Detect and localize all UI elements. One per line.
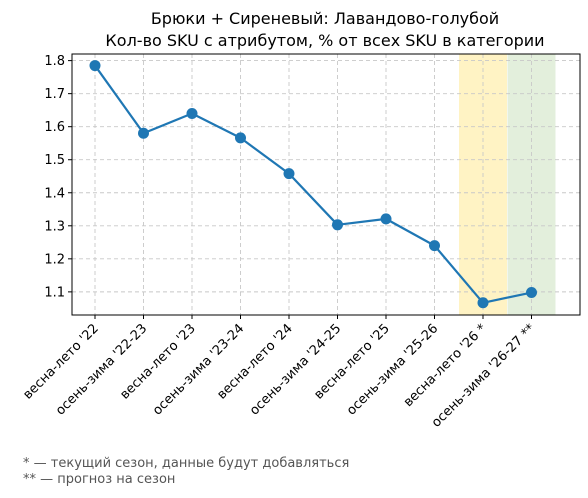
- y-tick-label: 1.5: [44, 153, 65, 168]
- y-tick-label: 1.6: [44, 120, 65, 135]
- y-tick-label: 1.8: [44, 54, 65, 69]
- x-tick-label: осень-зима '22-23: [53, 321, 150, 418]
- y-tick-label: 1.3: [44, 219, 65, 234]
- footnote-forecast: ** — прогноз на сезон: [23, 472, 176, 487]
- footnote-current-season: * — текущий сезон, данные будут добавлят…: [23, 456, 350, 471]
- x-tick-label: осень-зима '23-24: [150, 321, 247, 418]
- x-tick-label: осень-зима '25-26: [344, 321, 441, 418]
- data-point: [332, 219, 343, 231]
- data-point: [429, 240, 440, 252]
- data-point: [283, 168, 295, 180]
- y-tick-label: 1.7: [44, 87, 65, 102]
- chart-subtitle: Кол-во SKU с атрибутом, % от всех SKU в …: [105, 31, 544, 50]
- x-tick-label: весна-лето '26 *: [401, 321, 490, 410]
- y-tick-label: 1.1: [44, 285, 65, 300]
- data-point: [138, 127, 149, 139]
- data-point: [235, 132, 246, 144]
- y-tick-label: 1.2: [44, 252, 65, 267]
- data-point: [526, 287, 537, 299]
- plot-frame: [71, 53, 581, 316]
- highlight-band-1: [507, 54, 556, 315]
- data-point: [380, 213, 392, 225]
- chart-title: Брюки + Сиреневый: Лавандово-голубой: [151, 9, 499, 28]
- series-line: [94, 64, 532, 304]
- y-tick-label: 1.4: [44, 186, 65, 201]
- data-point: [477, 297, 489, 309]
- data-point: [89, 60, 101, 72]
- highlight-band-0: [459, 54, 507, 315]
- data-point: [186, 107, 198, 119]
- x-tick-label: осень-зима '24-25: [247, 321, 344, 418]
